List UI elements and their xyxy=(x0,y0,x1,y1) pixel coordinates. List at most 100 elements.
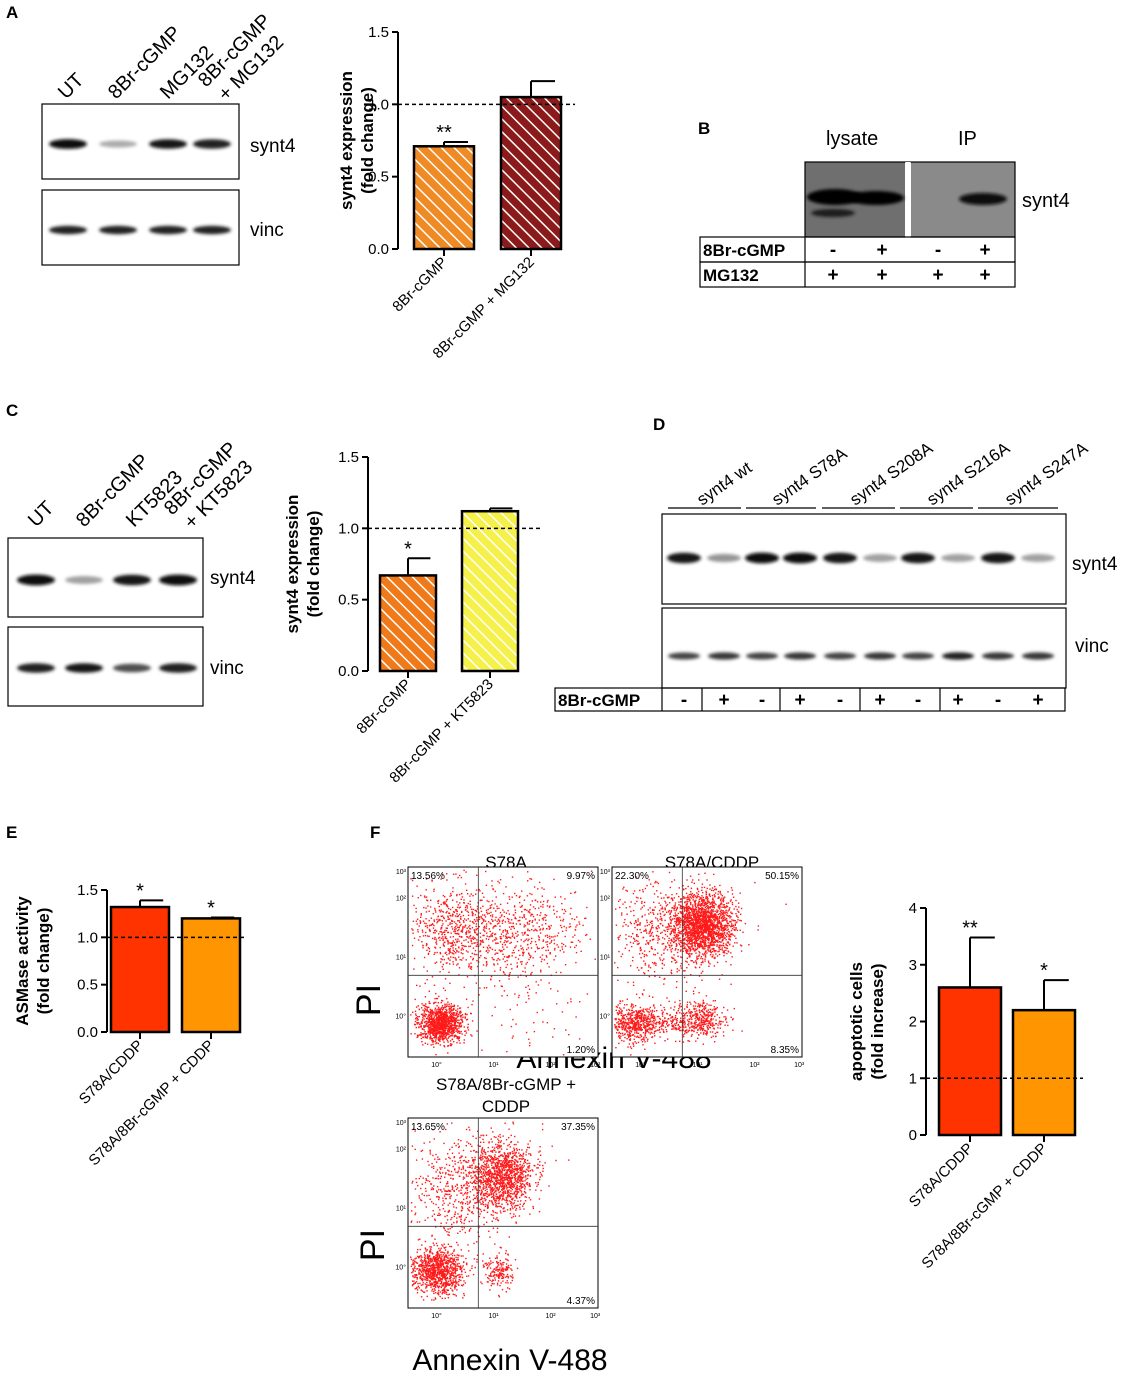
event-dot xyxy=(625,934,627,936)
event-dot xyxy=(470,956,472,958)
group-label-s208a: synt4 S208A xyxy=(846,438,936,509)
event-dot xyxy=(700,937,703,939)
event-dot xyxy=(503,941,505,944)
event-dot xyxy=(635,921,637,924)
event-dot xyxy=(703,936,705,938)
event-dot xyxy=(669,942,672,944)
event-dot xyxy=(702,918,704,920)
event-dot xyxy=(715,888,717,890)
event-dot xyxy=(442,1007,445,1009)
event-dot xyxy=(443,1041,445,1043)
event-dot xyxy=(431,1031,433,1034)
event-dot xyxy=(720,898,722,900)
y-axis-title: ASMase activity xyxy=(13,896,32,1026)
event-dot xyxy=(451,922,453,925)
event-dot xyxy=(495,938,498,940)
event-dot xyxy=(715,926,718,928)
event-dot xyxy=(639,889,641,892)
event-dot xyxy=(440,928,442,930)
event-dot xyxy=(570,941,572,943)
event-dot xyxy=(451,915,454,917)
event-dot xyxy=(730,899,732,901)
event-dot xyxy=(420,1034,422,1037)
event-dot xyxy=(444,1024,446,1026)
event-dot xyxy=(714,925,716,927)
event-dot xyxy=(462,948,464,951)
event-dot xyxy=(499,959,501,961)
event-dot xyxy=(460,916,462,918)
event-dot xyxy=(434,936,436,939)
event-dot xyxy=(646,1023,649,1025)
event-dot xyxy=(442,938,444,940)
event-dot xyxy=(450,1015,452,1017)
event-dot xyxy=(508,913,511,915)
event-dot xyxy=(686,897,688,899)
event-dot xyxy=(437,1008,440,1010)
band xyxy=(941,554,975,562)
event-dot xyxy=(701,908,704,910)
event-dot xyxy=(615,1018,617,1020)
event-dot xyxy=(654,1007,656,1009)
event-dot xyxy=(433,1020,435,1022)
event-dot xyxy=(425,1036,427,1038)
event-dot xyxy=(487,921,490,923)
event-dot xyxy=(726,947,729,950)
event-dot xyxy=(648,1017,650,1020)
event-dot xyxy=(718,897,720,899)
event-dot xyxy=(576,916,578,918)
event-dot xyxy=(526,895,529,897)
event-dot xyxy=(443,1023,445,1025)
event-dot xyxy=(539,929,541,931)
event-dot xyxy=(704,929,707,931)
event-dot xyxy=(458,1032,461,1034)
event-dot xyxy=(657,952,659,954)
event-dot xyxy=(494,970,496,972)
event-dot xyxy=(454,1034,457,1036)
event-dot xyxy=(448,1026,450,1028)
event-dot xyxy=(451,1018,453,1020)
event-dot xyxy=(636,1032,638,1034)
event-dot xyxy=(637,1023,639,1026)
event-dot xyxy=(469,931,471,933)
event-dot xyxy=(731,928,734,930)
event-dot xyxy=(711,948,713,950)
event-dot xyxy=(485,925,488,927)
event-dot xyxy=(457,932,459,935)
event-dot xyxy=(623,1014,626,1016)
event-dot xyxy=(410,1014,412,1016)
event-dot xyxy=(667,911,670,913)
event-dot xyxy=(518,994,520,997)
event-dot xyxy=(458,935,461,938)
event-dot xyxy=(433,1016,435,1018)
event-dot xyxy=(442,1038,444,1041)
event-dot xyxy=(690,953,692,955)
event-dot xyxy=(424,1013,426,1015)
event-dot xyxy=(476,965,479,968)
event-dot xyxy=(506,946,508,948)
event-dot xyxy=(726,926,729,928)
event-dot xyxy=(629,1013,632,1015)
event-dot xyxy=(693,910,695,912)
event-dot xyxy=(712,934,715,936)
event-dot xyxy=(455,952,457,954)
event-dot xyxy=(433,953,435,955)
event-dot xyxy=(443,1018,445,1020)
event-dot xyxy=(707,921,710,923)
event-dot xyxy=(686,933,689,935)
event-dot xyxy=(686,913,689,916)
event-dot xyxy=(688,953,690,955)
event-dot xyxy=(446,1038,448,1040)
event-dot xyxy=(456,929,459,932)
event-dot xyxy=(460,876,463,879)
event-dot xyxy=(637,940,639,942)
event-dot xyxy=(643,905,645,907)
event-dot xyxy=(642,1008,645,1010)
event-dot xyxy=(441,920,443,922)
event-dot xyxy=(440,1031,442,1033)
event-dot xyxy=(701,883,704,885)
event-dot xyxy=(711,944,714,947)
event-dot xyxy=(470,939,472,941)
event-dot xyxy=(417,1035,419,1038)
event-dot xyxy=(433,888,435,890)
